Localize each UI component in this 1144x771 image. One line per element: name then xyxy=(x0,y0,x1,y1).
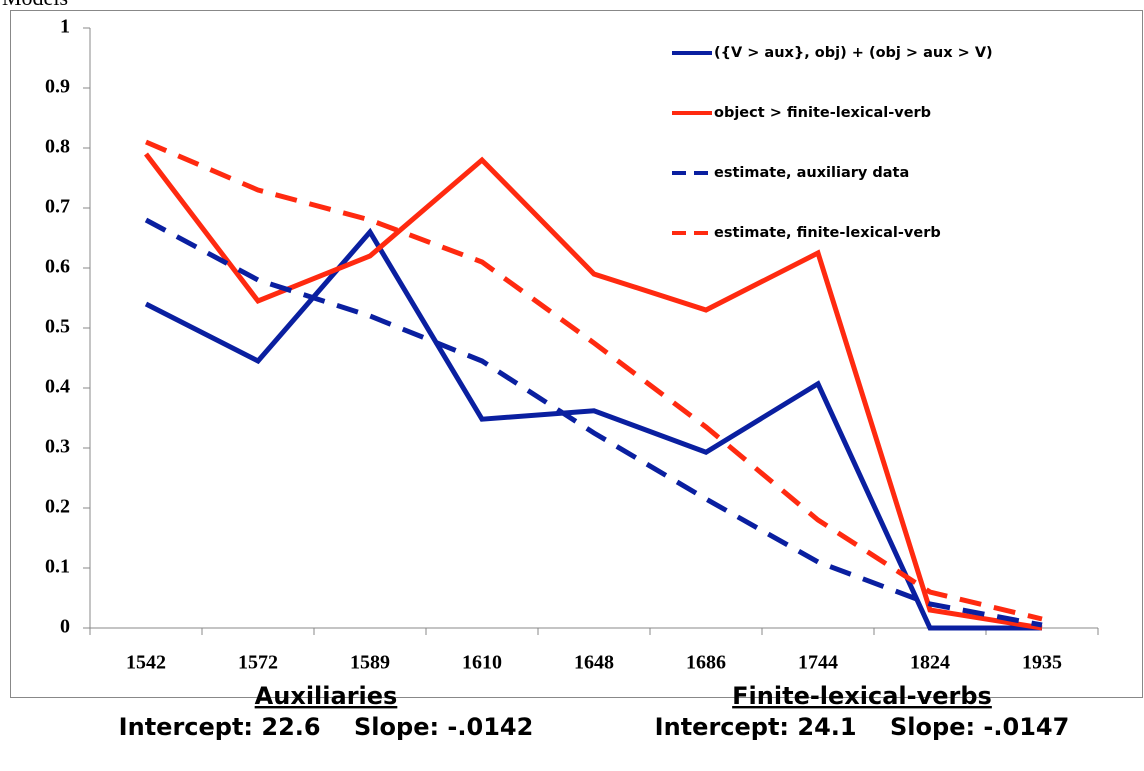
y-tick-label: 0.4 xyxy=(45,376,70,398)
y-tick-label: 0.9 xyxy=(45,76,70,98)
legend-label: estimate, auxiliary data xyxy=(714,165,909,181)
x-tick-label: 1572 xyxy=(238,652,278,674)
y-tick-label: 0 xyxy=(60,616,70,638)
x-tick-label: 1648 xyxy=(574,652,614,674)
legend-label: ({V > aux}, obj) + (obj > aux > V) xyxy=(714,45,993,61)
x-tick-label: 1610 xyxy=(462,652,502,674)
footer-stats: Intercept: 22.6 Slope: -.0142 xyxy=(119,713,534,741)
series-line xyxy=(144,227,1042,631)
y-tick-label: 0.1 xyxy=(45,556,70,578)
footer-stats: Intercept: 24.1 Slope: -.0147 xyxy=(655,713,1070,741)
legend-label: estimate, finite-lexical-verb xyxy=(714,225,941,241)
caption: Models xyxy=(2,0,68,10)
x-tick-label: 1686 xyxy=(686,652,726,674)
y-tick-label: 0.3 xyxy=(45,436,70,458)
y-tick-label: 0.8 xyxy=(45,136,70,158)
x-tick-label: 1935 xyxy=(1022,652,1062,674)
y-tick-label: 1 xyxy=(60,16,70,38)
legend-label: object > finite-lexical-verb xyxy=(714,105,931,121)
footer-title: Auxiliaries xyxy=(255,682,398,710)
x-tick-label: 1542 xyxy=(126,652,166,674)
y-tick-label: 0.2 xyxy=(45,496,70,518)
series-line xyxy=(144,152,1043,631)
y-tick-label: 0.7 xyxy=(45,196,70,218)
chart-frame xyxy=(10,10,1143,698)
series-line xyxy=(144,217,1043,628)
series-line xyxy=(145,139,1043,622)
x-tick-label: 1824 xyxy=(910,652,950,674)
x-tick-label: 1589 xyxy=(350,652,390,674)
x-tick-label: 1744 xyxy=(798,652,838,674)
y-tick-label: 0.5 xyxy=(45,316,70,338)
footer-title: Finite-lexical-verbs xyxy=(732,682,992,710)
y-tick-label: 0.6 xyxy=(45,256,70,278)
